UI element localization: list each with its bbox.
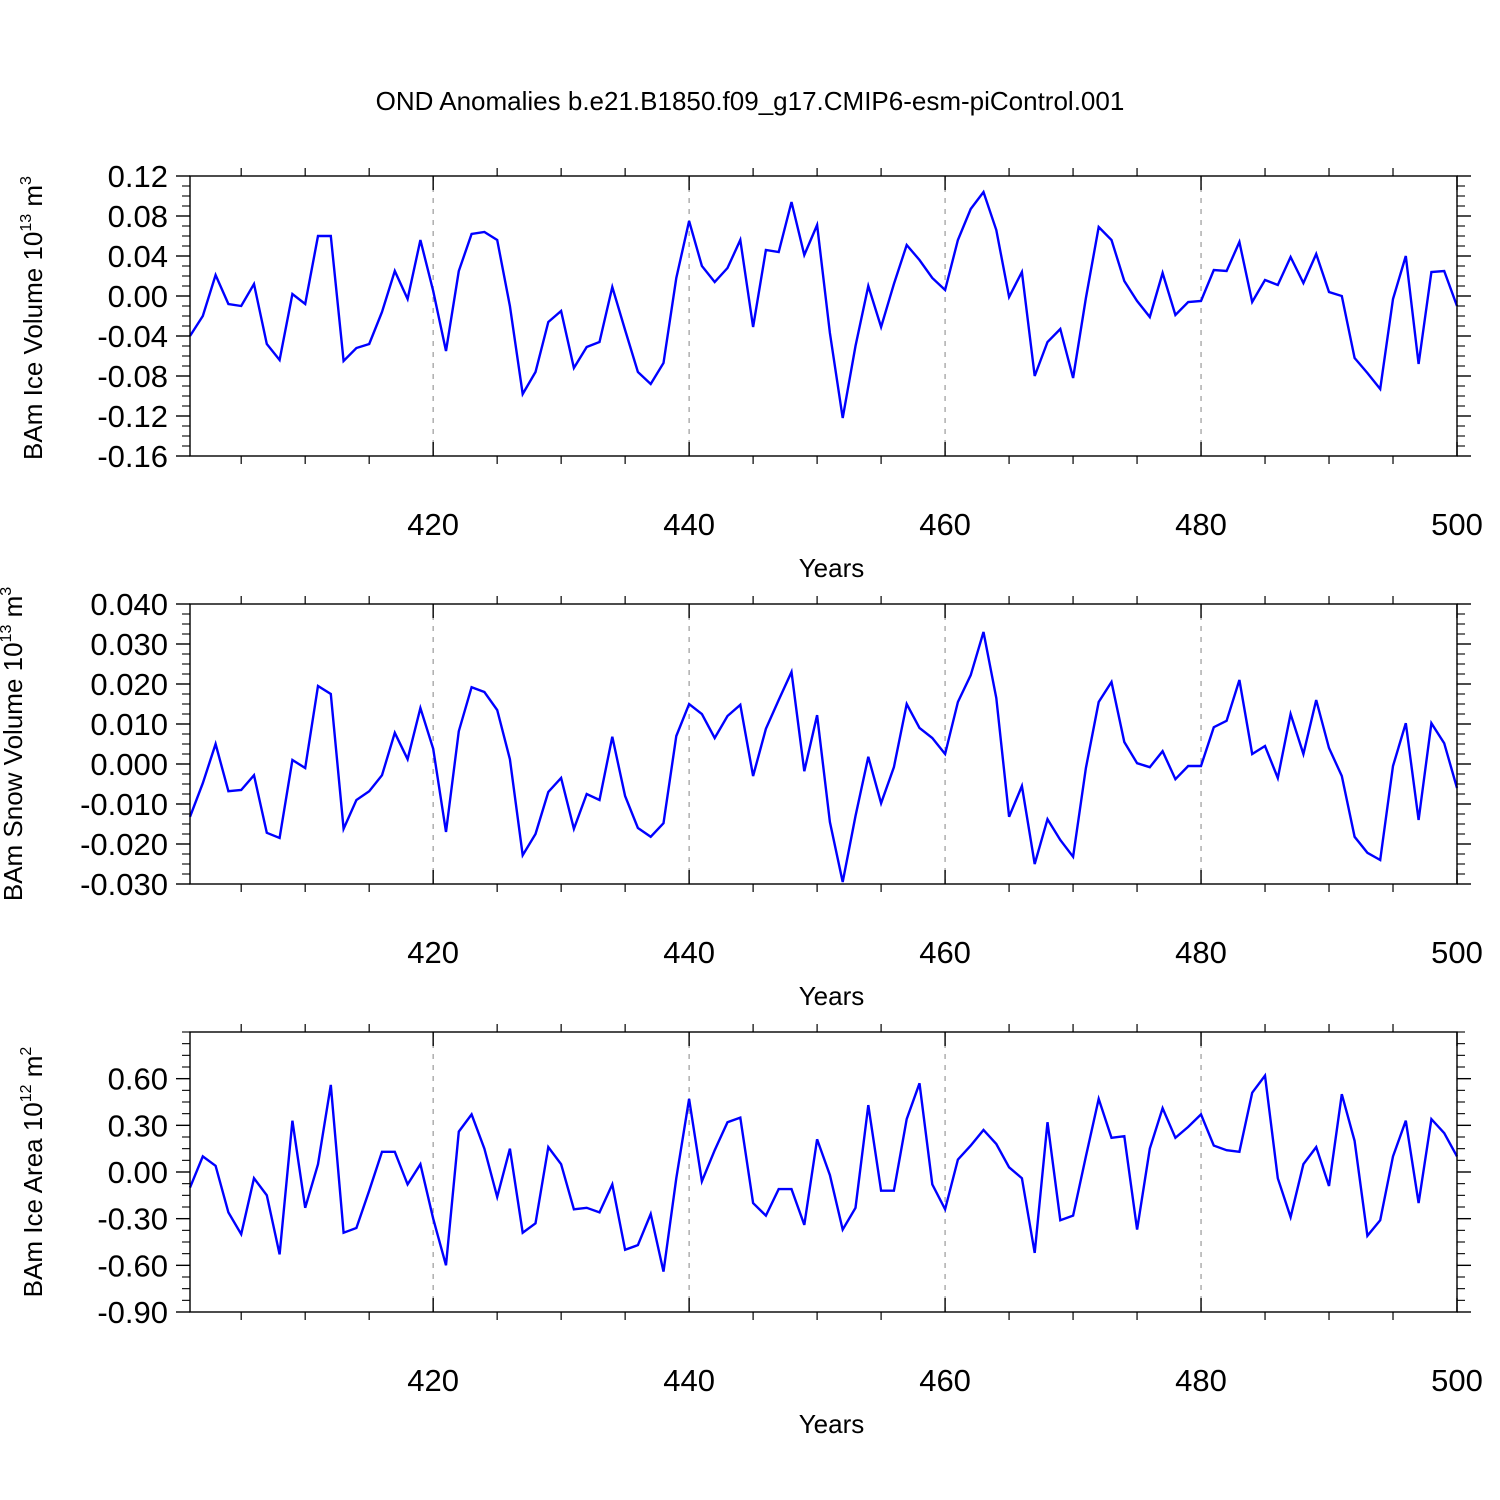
plot-frame xyxy=(189,603,1458,885)
y-axis-label: BAm Ice Area 1012 m2 xyxy=(18,1047,48,1298)
y-tick-label: -0.04 xyxy=(97,319,168,354)
chart-panel-1: 420 440 460 480 500 0.12 0.08 0.04 0.00 -0.04 -0.0… xyxy=(18,159,1483,583)
chart-panel-3: 420 440 460 480 500 0.60 0.30 0.00 -0.30 -0.60 -0.… xyxy=(18,1024,1483,1439)
chart-panel-2: 420 440 460 480 500 0.040 0.030 0.020 0.010 0.000… xyxy=(0,587,1483,1011)
y-tick-label: -0.90 xyxy=(97,1295,168,1330)
y-tick-label: 0.00 xyxy=(108,1155,168,1190)
y-tick-label: 0.60 xyxy=(108,1062,168,1097)
x-tick-label: 440 xyxy=(663,935,715,970)
y-tick-label: 0.010 xyxy=(90,707,168,742)
series-line xyxy=(188,189,1459,419)
x-axis-label: Years xyxy=(799,981,865,1011)
y-tick-label: -0.010 xyxy=(80,787,168,822)
x-tick-label: 500 xyxy=(1431,935,1483,970)
x-axis-label: Years xyxy=(799,553,865,583)
x-tick-label: 440 xyxy=(663,507,715,542)
chart-title: OND Anomalies b.e21.B1850.f09_g17.CMIP6-… xyxy=(375,86,1125,116)
x-tick-label: 480 xyxy=(1175,1363,1227,1398)
y-tick-label: 0.30 xyxy=(108,1108,168,1143)
y-tick-label: 0.030 xyxy=(90,627,168,662)
y-axis-label: BAm Snow Volume 1013 m3 xyxy=(0,587,28,901)
x-tick-label: 440 xyxy=(663,1363,715,1398)
y-tick-label: 0.08 xyxy=(108,199,168,234)
x-tick-label: 460 xyxy=(919,507,971,542)
x-axis-label: Years xyxy=(799,1409,865,1439)
x-tick-label: 460 xyxy=(919,935,971,970)
y-tick-label: 0.020 xyxy=(90,667,168,702)
x-tick-label: 420 xyxy=(407,507,459,542)
y-tick-label: -0.12 xyxy=(97,399,168,434)
x-tick-label: 500 xyxy=(1431,507,1483,542)
y-tick-label: -0.020 xyxy=(80,827,168,862)
x-tick-label: 460 xyxy=(919,1363,971,1398)
y-tick-label: -0.30 xyxy=(97,1202,168,1237)
y-tick-label: 0.12 xyxy=(108,159,168,194)
y-tick-label: -0.030 xyxy=(80,867,168,902)
x-tick-label: 480 xyxy=(1175,935,1227,970)
y-tick-label: 0.04 xyxy=(108,239,168,274)
y-tick-label: -0.16 xyxy=(97,439,168,474)
series-line xyxy=(188,631,1459,883)
x-tick-label: 480 xyxy=(1175,507,1227,542)
x-tick-label: 420 xyxy=(407,1363,459,1398)
y-axis-label: BAm Ice Volume 1013 m3 xyxy=(18,176,48,460)
plot-frame xyxy=(189,1031,1458,1313)
y-tick-label: 0.040 xyxy=(90,587,168,622)
x-tick-label: 500 xyxy=(1431,1363,1483,1398)
x-tick-label: 420 xyxy=(407,935,459,970)
y-tick-label: 0.00 xyxy=(108,279,168,314)
series-line xyxy=(188,1072,1459,1272)
y-tick-label: -0.60 xyxy=(97,1248,168,1283)
y-tick-label: -0.08 xyxy=(97,359,168,394)
y-tick-label: 0.000 xyxy=(90,747,168,782)
